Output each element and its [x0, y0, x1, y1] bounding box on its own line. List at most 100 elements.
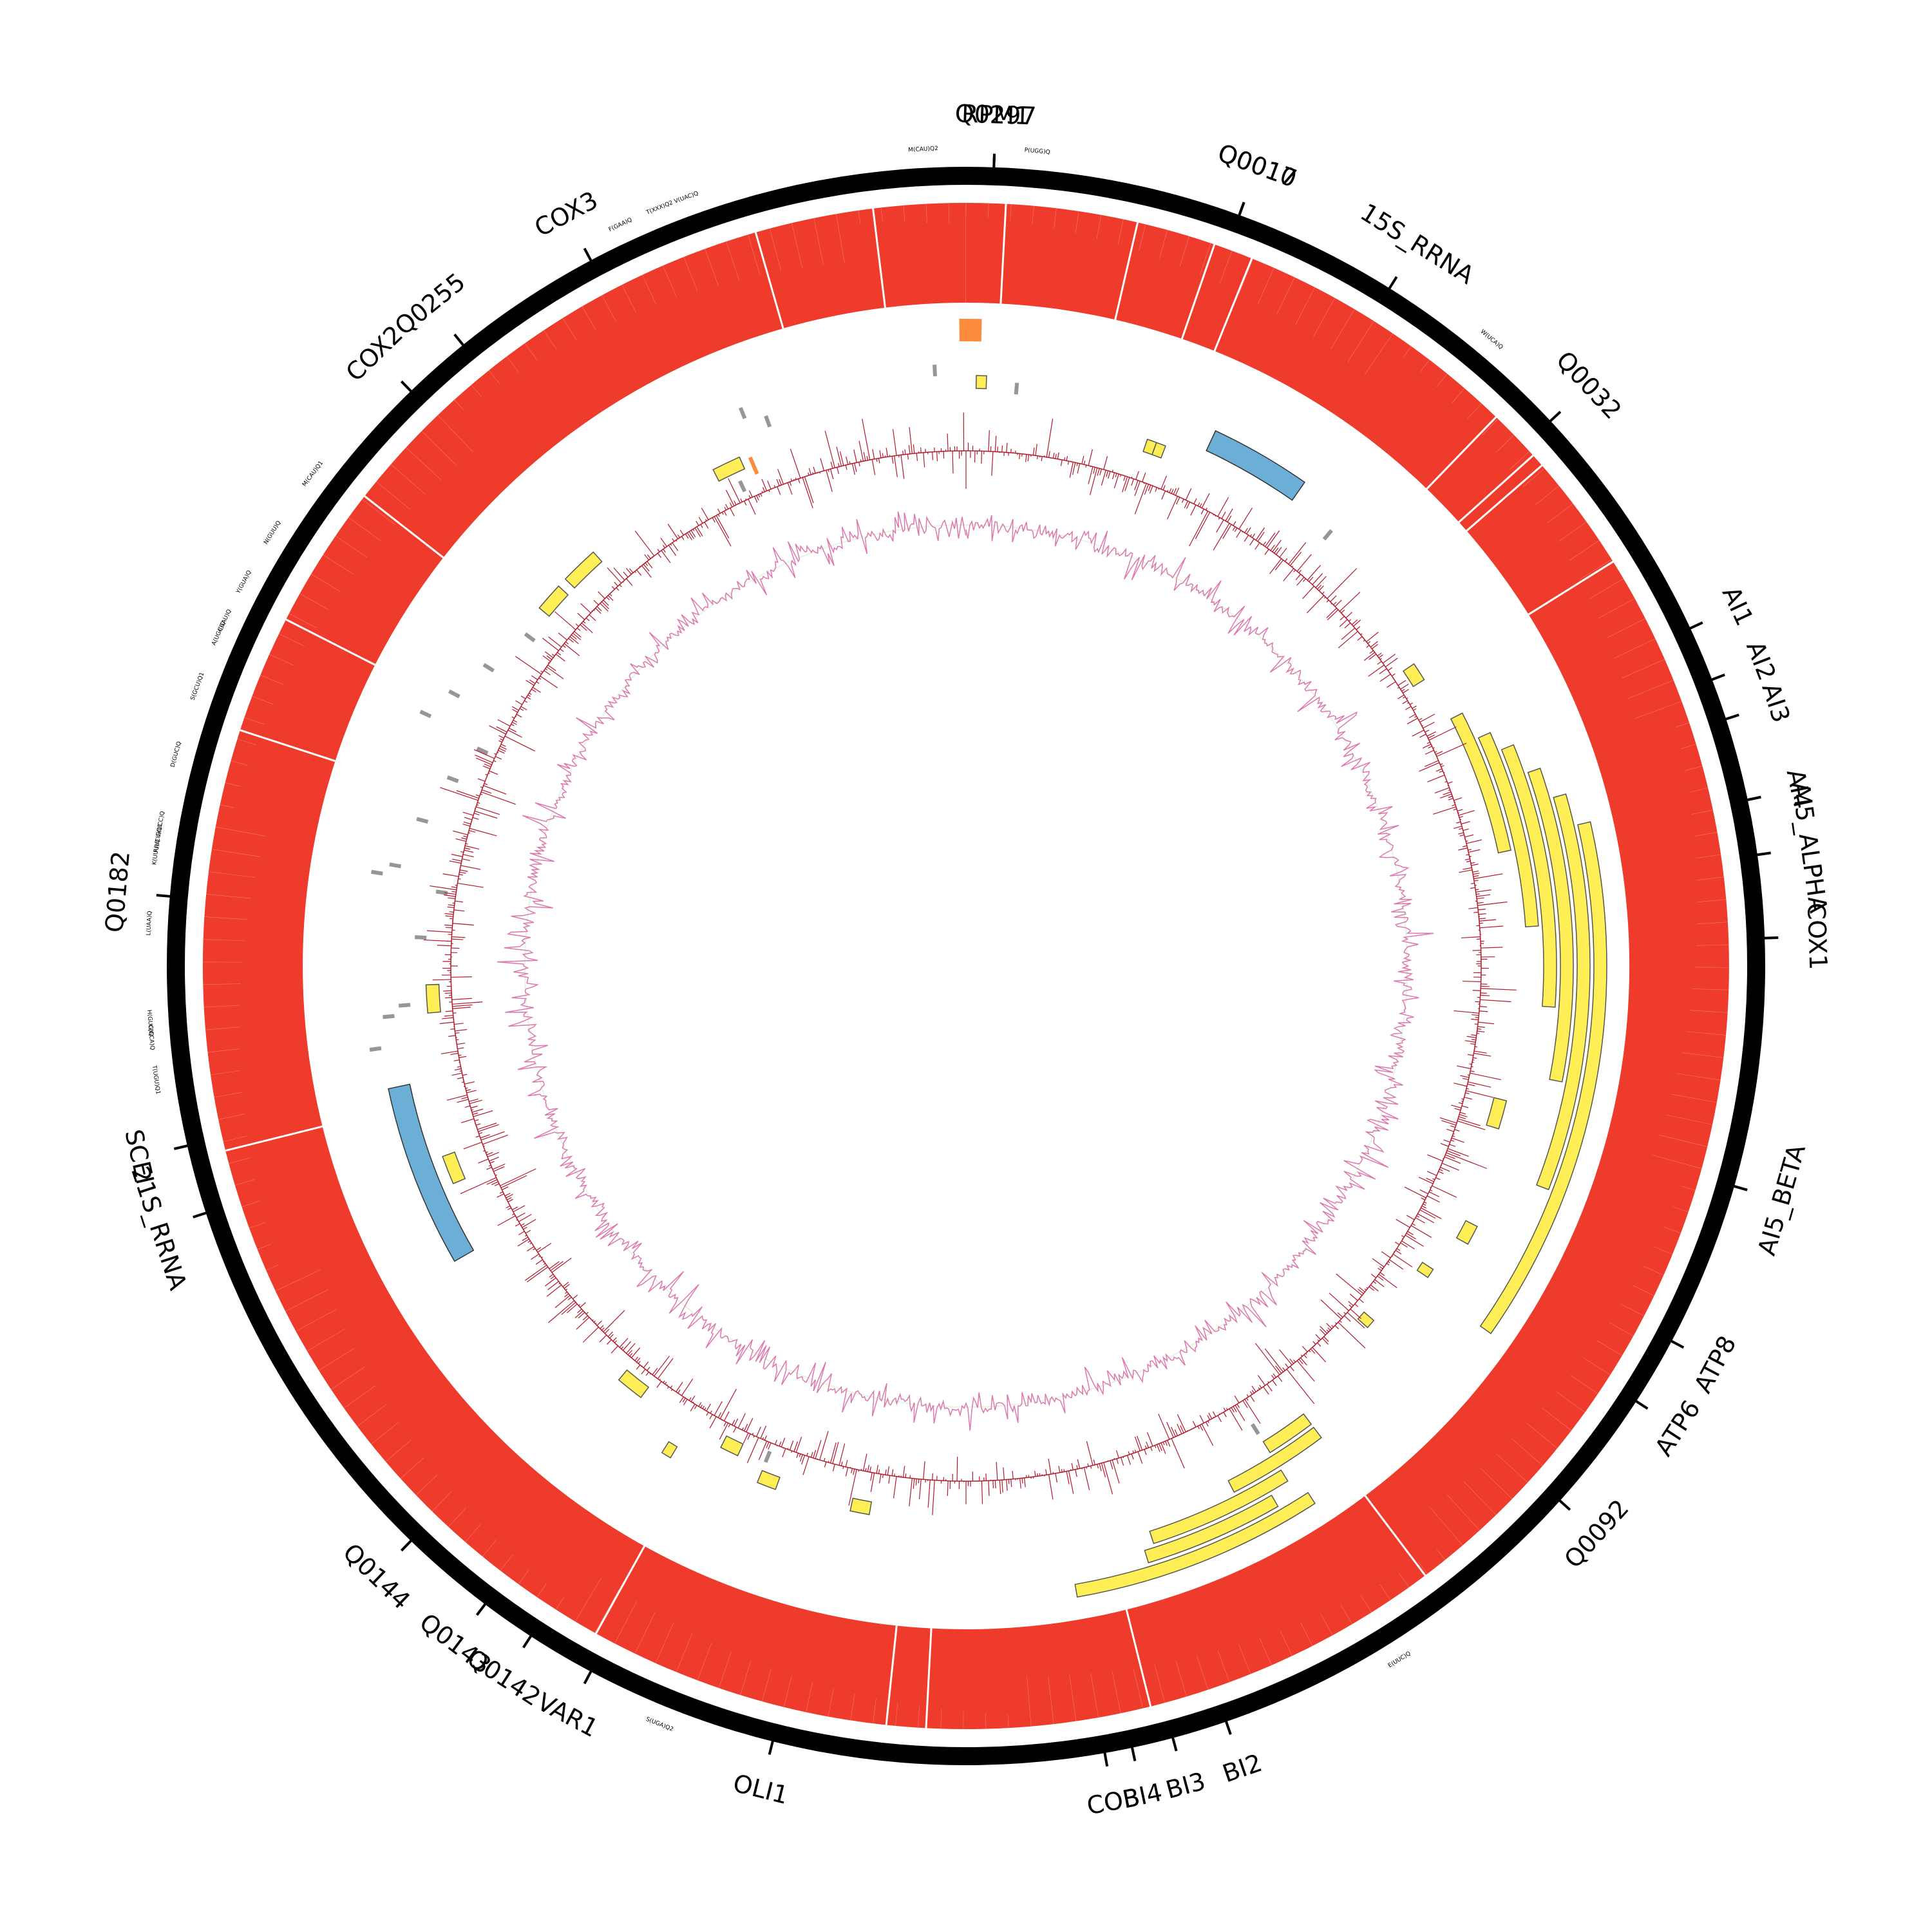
skew-bar: [1266, 1383, 1273, 1392]
coverage-texture: [390, 464, 426, 495]
skew-bar: [1103, 1462, 1113, 1495]
skew-bar: [1264, 549, 1269, 555]
skew-bar: [1161, 491, 1166, 500]
skew-bar: [1477, 897, 1484, 900]
skew-bar: [1414, 715, 1417, 718]
skew-bar: [1372, 1258, 1385, 1267]
skew-bar: [1458, 1102, 1463, 1104]
skew-bar: [891, 456, 894, 464]
coverage-texture: [1634, 701, 1682, 719]
coverage-texture: [748, 234, 761, 276]
skew-bar: [849, 461, 851, 464]
skew-bar: [1212, 1411, 1217, 1417]
coverage-texture: [1614, 638, 1656, 659]
skew-bar: [1097, 468, 1100, 476]
skew-bar: [1461, 1101, 1463, 1103]
skew-bar: [826, 469, 833, 492]
skew-bar: [1454, 1010, 1479, 1014]
skew-bar: [1481, 947, 1503, 949]
skew-bar: [744, 1424, 748, 1432]
skew-bar: [1148, 484, 1151, 491]
skew-bar: [462, 824, 471, 827]
skew-bar: [779, 478, 782, 486]
skew-bar: [1327, 609, 1339, 621]
skew-bar: [1086, 1466, 1087, 1469]
coverage-texture: [1069, 1674, 1077, 1721]
skew-bar: [499, 1191, 504, 1194]
coverage-texture: [296, 1309, 337, 1332]
skew-bar: [1412, 1223, 1416, 1226]
skew-bar: [460, 851, 464, 853]
skew-bar: [1377, 1275, 1384, 1281]
skew-bar: [506, 1197, 512, 1200]
skew-bar: [1223, 1412, 1227, 1417]
skew-bar: [1123, 475, 1126, 481]
skew-bar: [1302, 578, 1306, 582]
skew-bar: [1315, 1334, 1321, 1340]
coverage-texture: [465, 1524, 482, 1542]
skew-bar: [1391, 673, 1396, 677]
orf-block: [661, 1441, 678, 1459]
skew-bar: [715, 515, 730, 539]
skew-bar: [1480, 999, 1511, 1003]
gene-tick: [768, 1732, 777, 1755]
skew-bar: [1120, 1457, 1124, 1466]
skew-bar: [870, 1472, 873, 1481]
skew-bar: [1222, 524, 1232, 539]
skew-bar: [1401, 688, 1405, 692]
skew-bar: [525, 1229, 531, 1234]
skew-bar: [509, 728, 517, 733]
orf-block: [618, 1369, 650, 1399]
skew-bar: [455, 838, 466, 842]
skew-bar: [670, 1388, 673, 1391]
skew-bar: [1417, 1213, 1435, 1224]
skew-bar: [1382, 654, 1396, 664]
skew-bar: [981, 451, 983, 464]
skew-bar: [1048, 1458, 1052, 1475]
skew-bar: [538, 677, 542, 680]
skew-bar: [1394, 1241, 1400, 1245]
skew-bar: [1464, 834, 1474, 838]
skew-bar: [611, 592, 612, 593]
skew-bar: [1470, 1043, 1475, 1045]
skew-bar: [1171, 1438, 1185, 1469]
gene-tick: [583, 1663, 596, 1685]
skew-bar: [1401, 1240, 1415, 1250]
skew-bar: [1046, 419, 1054, 457]
coverage-texture: [1436, 374, 1448, 388]
skew-bar: [595, 1322, 597, 1325]
skew-bar: [457, 1099, 469, 1103]
coverage-texture: [697, 1642, 712, 1681]
skew-bar: [700, 1405, 703, 1408]
skew-bar: [1436, 743, 1467, 757]
gene-tick: [475, 1596, 492, 1616]
skew-bar: [502, 1186, 509, 1191]
skew-bar: [493, 1166, 505, 1172]
skew-bar: [634, 1356, 639, 1361]
skew-bar: [1131, 1454, 1134, 1460]
skew-bar: [466, 1090, 477, 1094]
skew-bar: [636, 569, 642, 576]
skew-bar: [500, 1168, 536, 1186]
skew-bar: [475, 806, 500, 815]
skew-bar: [1258, 1387, 1260, 1390]
skew-bar: [489, 725, 506, 735]
skew-bar: [456, 1039, 459, 1041]
skew-bar: [1406, 1215, 1415, 1220]
skew-bar: [647, 561, 653, 569]
skew-bar: [813, 466, 816, 474]
skew-bar: [842, 1466, 844, 1469]
skew-bar: [1177, 1414, 1186, 1432]
skew-bar: [1386, 1263, 1390, 1265]
skew-bar: [734, 1418, 739, 1426]
trna-mark: [763, 1450, 772, 1463]
coverage-texture: [1300, 1622, 1313, 1646]
coverage-texture: [234, 1179, 255, 1186]
coverage-texture: [299, 593, 328, 610]
coverage-texture: [1511, 1439, 1543, 1466]
skew-bar: [471, 1108, 484, 1113]
skew-bar: [550, 1261, 564, 1271]
trna-label: P(UGG)Q: [1024, 147, 1050, 156]
coverage-texture: [784, 1675, 792, 1707]
coverage-texture: [1496, 1454, 1528, 1483]
